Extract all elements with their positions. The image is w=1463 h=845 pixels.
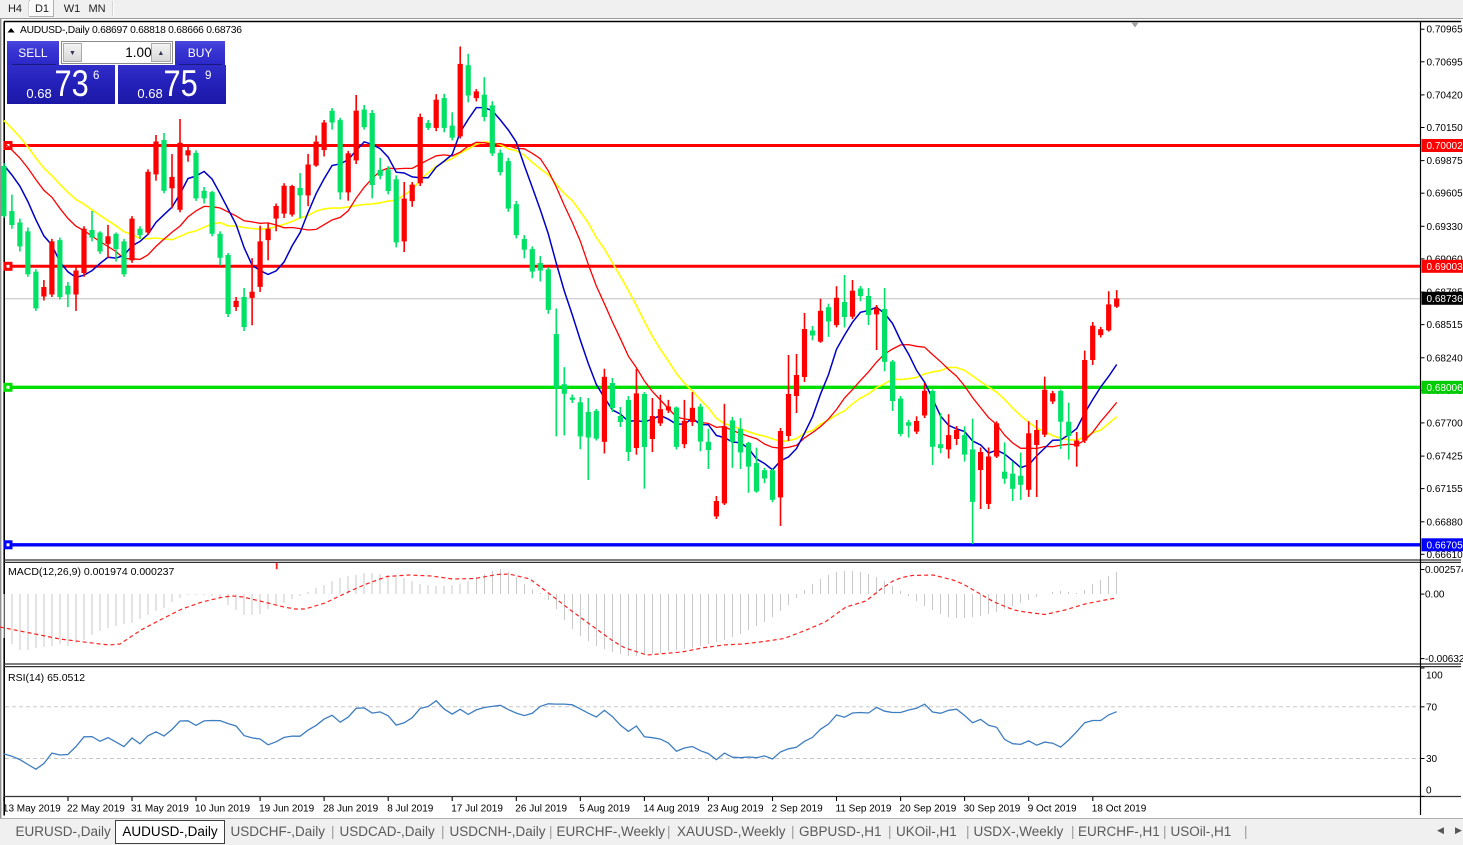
svg-text:2 Sep 2019: 2 Sep 2019: [772, 804, 824, 815]
svg-text:0.70002: 0.70002: [1427, 141, 1463, 152]
svg-text:RSI(14) 65.0512: RSI(14) 65.0512: [8, 672, 85, 684]
svg-text:0.002574: 0.002574: [1425, 565, 1463, 576]
svg-text:23 Aug 2019: 23 Aug 2019: [707, 804, 764, 815]
svg-text:0: 0: [1426, 786, 1432, 797]
svg-text:0.69330: 0.69330: [1427, 222, 1463, 233]
svg-text:19 Jun 2019: 19 Jun 2019: [259, 804, 314, 815]
svg-text:0.00: 0.00: [1425, 590, 1445, 601]
svg-text:0.67155: 0.67155: [1427, 484, 1463, 495]
svg-text:0.68240: 0.68240: [1427, 353, 1463, 364]
svg-text:10 Jun 2019: 10 Jun 2019: [195, 804, 250, 815]
svg-text:13 May 2019: 13 May 2019: [3, 804, 61, 815]
svg-text:20 Sep 2019: 20 Sep 2019: [900, 804, 957, 815]
svg-text:8 Jul 2019: 8 Jul 2019: [387, 804, 434, 815]
svg-text:0.69003: 0.69003: [1427, 262, 1463, 273]
svg-text:11 Sep 2019: 11 Sep 2019: [836, 804, 892, 815]
svg-text:0.70965: 0.70965: [1427, 25, 1463, 36]
svg-text:0.69605: 0.69605: [1427, 189, 1463, 200]
svg-text:100: 100: [1426, 670, 1443, 681]
svg-text:0.70150: 0.70150: [1427, 123, 1463, 134]
svg-text:0.67700: 0.67700: [1427, 418, 1463, 429]
svg-text:31 May 2019: 31 May 2019: [131, 804, 189, 815]
svg-text:30 Sep 2019: 30 Sep 2019: [964, 804, 1021, 815]
svg-text:0.68006: 0.68006: [1427, 383, 1463, 394]
svg-text:0.66610: 0.66610: [1427, 550, 1463, 561]
svg-text:9 Oct 2019: 9 Oct 2019: [1028, 804, 1077, 815]
svg-text:-0.006326: -0.006326: [1425, 654, 1463, 665]
svg-text:18 Oct 2019: 18 Oct 2019: [1092, 804, 1147, 815]
svg-text:0.69875: 0.69875: [1427, 156, 1463, 167]
svg-text:26 Jul 2019: 26 Jul 2019: [515, 804, 567, 815]
svg-text:17 Jul 2019: 17 Jul 2019: [451, 804, 503, 815]
svg-text:0.66705: 0.66705: [1427, 540, 1463, 551]
svg-text:AUDUSD-,Daily 0.68697 0.68818: AUDUSD-,Daily 0.68697 0.68818 0.68666 0.…: [20, 25, 242, 36]
svg-text:0.70420: 0.70420: [1427, 90, 1463, 101]
svg-text:70: 70: [1426, 702, 1438, 713]
svg-text:0.66880: 0.66880: [1427, 517, 1463, 528]
svg-text:5 Aug 2019: 5 Aug 2019: [579, 804, 630, 815]
svg-text:0.67425: 0.67425: [1427, 452, 1463, 463]
svg-text:28 Jun 2019: 28 Jun 2019: [323, 804, 378, 815]
svg-text:MACD(12,26,9) 0.001974 0.00023: MACD(12,26,9) 0.001974 0.000237: [8, 566, 175, 578]
svg-text:0.68515: 0.68515: [1427, 320, 1463, 331]
svg-text:14 Aug 2019: 14 Aug 2019: [643, 804, 700, 815]
svg-text:0.68736: 0.68736: [1427, 294, 1463, 305]
svg-text:30: 30: [1426, 754, 1438, 765]
svg-text:0.70695: 0.70695: [1427, 57, 1463, 68]
svg-text:22 May 2019: 22 May 2019: [67, 804, 125, 815]
